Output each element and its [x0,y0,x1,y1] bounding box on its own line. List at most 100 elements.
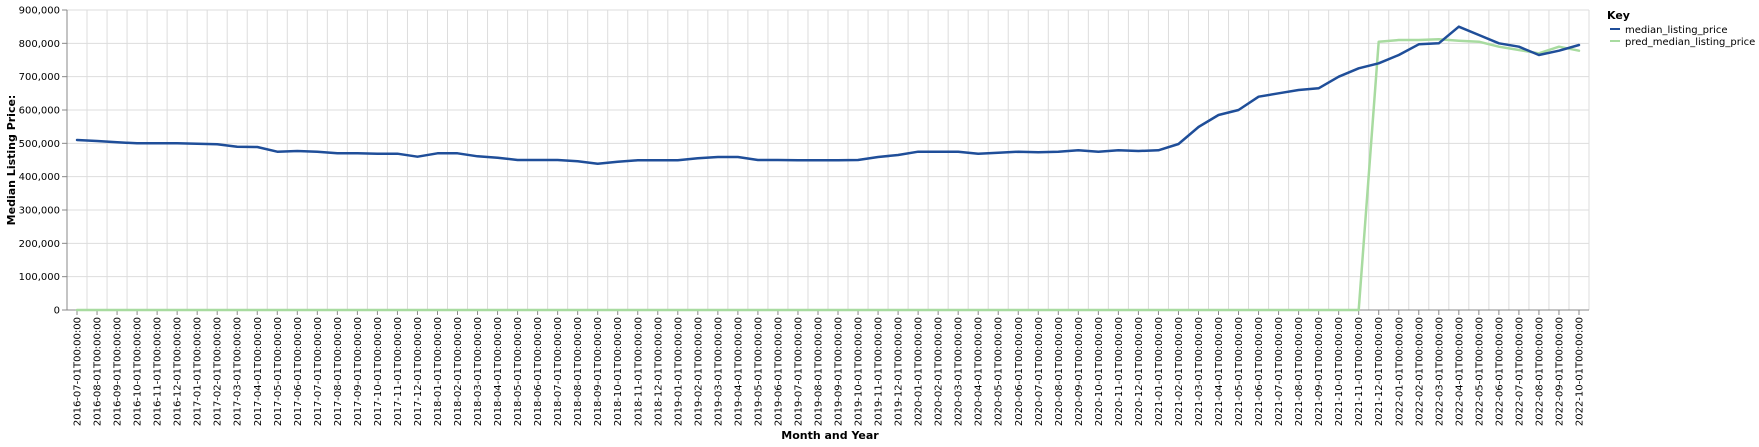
x-tick-label: 2021-04-01T00:00:00 [1214,317,1225,426]
x-tick-label: 2016-08-01T00:00:00 [93,317,104,426]
x-tick-label: 2022-08-01T00:00:00 [1534,317,1545,426]
y-tick-label: 400,000 [19,172,60,183]
x-tick-label: 2018-09-01T00:00:00 [593,317,604,426]
x-tick-label: 2017-02-01T00:00:00 [213,317,224,426]
x-tick-label: 2022-02-01T00:00:00 [1414,317,1425,426]
x-tick-label: 2019-07-01T00:00:00 [793,317,804,426]
legend-label: pred_median_listing_price [1625,37,1755,48]
x-tick-label: 2021-07-01T00:00:00 [1274,317,1285,426]
x-tick-label: 2016-07-01T00:00:00 [73,317,84,426]
x-tick-label: 2017-08-01T00:00:00 [333,317,344,426]
x-tick-label: 2019-06-01T00:00:00 [773,317,784,426]
x-tick-label: 2022-10-01T00:00:00 [1574,317,1585,426]
series-lines [75,25,1581,312]
x-tick-label: 2021-02-01T00:00:00 [1174,317,1185,426]
y-tick-labels: 0 100,000 200,000 300,000 400,000 500,000 600,… [19,6,60,317]
x-tick-label: 2021-10-01T00:00:00 [1334,317,1345,426]
x-tick-label: 2020-10-01T00:00:00 [1094,317,1105,426]
x-tick-label: 2020-08-01T00:00:00 [1054,317,1065,426]
legend-title: Key [1607,9,1630,22]
legend: Key median_listing_pricepred_median_list… [1607,9,1755,48]
x-tick-label: 2020-03-01T00:00:00 [954,317,965,426]
x-tick-label: 2018-01-01T00:00:00 [433,317,444,426]
x-tick-label: 2017-09-01T00:00:00 [353,317,364,426]
x-tick-label: 2022-04-01T00:00:00 [1454,317,1465,426]
y-tick-label: 800,000 [19,39,60,50]
x-axis-title: Month and Year [781,429,879,442]
x-tick-label: 2017-06-01T00:00:00 [293,317,304,426]
x-tick-label: 2017-12-01T00:00:00 [413,317,424,426]
y-tick-label: 200,000 [19,239,60,250]
x-tick-label: 2021-09-01T00:00:00 [1314,317,1325,426]
x-tick-label: 2019-01-01T00:00:00 [673,317,684,426]
y-tick-label: 700,000 [19,72,60,83]
legend-label: median_listing_price [1625,25,1728,36]
x-tick-label: 2022-06-01T00:00:00 [1494,317,1505,426]
x-tick-label: 2016-09-01T00:00:00 [113,317,124,426]
y-tick-label: 100,000 [19,272,60,283]
x-tick-label: 2021-11-01T00:00:00 [1354,317,1365,426]
gridlines [66,9,1590,311]
x-tick-label: 2020-05-01T00:00:00 [994,317,1005,426]
x-tick-label: 2016-10-01T00:00:00 [133,317,144,426]
series-line-median-listing-price [75,25,1581,165]
x-tick-label: 2021-12-01T00:00:00 [1374,317,1385,426]
x-tick-label: 2016-11-01T00:00:00 [153,317,164,426]
y-tick-label: 0 [54,306,60,317]
y-axis-title: Median Listing Price: [5,95,18,226]
x-tick-label: 2020-06-01T00:00:00 [1014,317,1025,426]
x-tick-label: 2017-05-01T00:00:00 [273,317,284,426]
x-tick-label: 2020-02-01T00:00:00 [934,317,945,426]
y-tick-label: 300,000 [19,206,60,217]
x-tick-label: 2022-03-01T00:00:00 [1434,317,1445,426]
y-tick-label: 500,000 [19,139,60,150]
x-tick-label: 2021-06-01T00:00:00 [1254,317,1265,426]
x-tick-label: 2019-02-01T00:00:00 [693,317,704,426]
x-tick-label: 2018-04-01T00:00:00 [493,317,504,426]
x-tick-labels: 2016-07-01T00:00:00 2016-08-01T00:00:00 20… [73,317,1586,426]
x-tick-label: 2020-07-01T00:00:00 [1034,317,1045,426]
x-tick-label: 2017-10-01T00:00:00 [373,317,384,426]
x-tick-label: 2021-08-01T00:00:00 [1294,317,1305,426]
axes [62,9,1589,315]
x-tick-label: 2018-05-01T00:00:00 [513,317,524,426]
x-tick-label: 2018-07-01T00:00:00 [553,317,564,426]
x-tick-label: 2020-09-01T00:00:00 [1074,317,1085,426]
x-tick-label: 2020-11-01T00:00:00 [1114,317,1125,426]
x-tick-label: 2018-06-01T00:00:00 [533,317,544,426]
x-tick-label: 2020-01-01T00:00:00 [914,317,925,426]
x-tick-label: 2019-03-01T00:00:00 [713,317,724,426]
x-tick-label: 2016-12-01T00:00:00 [173,317,184,426]
x-tick-label: 2018-12-01T00:00:00 [653,317,664,426]
x-tick-label: 2017-07-01T00:00:00 [313,317,324,426]
x-tick-label: 2022-07-01T00:00:00 [1514,317,1525,426]
x-tick-label: 2019-08-01T00:00:00 [813,317,824,426]
x-tick-label: 2020-04-01T00:00:00 [974,317,985,426]
x-tick-label: 2019-05-01T00:00:00 [753,317,764,426]
x-tick-label: 2018-11-01T00:00:00 [633,317,644,426]
series-line-pred-median-listing-price [75,38,1581,312]
x-tick-label: 2020-12-01T00:00:00 [1134,317,1145,426]
x-tick-label: 2022-09-01T00:00:00 [1554,317,1565,426]
x-tick-label: 2018-02-01T00:00:00 [453,317,464,426]
x-tick-label: 2017-11-01T00:00:00 [393,317,404,426]
x-tick-label: 2022-01-01T00:00:00 [1394,317,1405,426]
x-tick-label: 2018-03-01T00:00:00 [473,317,484,426]
x-tick-label: 2019-11-01T00:00:00 [874,317,885,426]
x-tick-label: 2021-01-01T00:00:00 [1154,317,1165,426]
x-tick-label: 2018-08-01T00:00:00 [573,317,584,426]
x-tick-label: 2022-05-01T00:00:00 [1474,317,1485,426]
x-tick-label: 2019-12-01T00:00:00 [894,317,905,426]
x-tick-label: 2019-09-01T00:00:00 [834,317,845,426]
x-tick-label: 2017-03-01T00:00:00 [233,317,244,426]
x-tick-label: 2019-04-01T00:00:00 [733,317,744,426]
y-tick-label: 900,000 [19,6,60,17]
x-tick-label: 2017-01-01T00:00:00 [193,317,204,426]
x-tick-label: 2017-04-01T00:00:00 [253,317,264,426]
x-tick-label: 2018-10-01T00:00:00 [613,317,624,426]
x-tick-label: 2021-03-01T00:00:00 [1194,317,1205,426]
y-tick-label: 600,000 [19,106,60,117]
x-tick-label: 2019-10-01T00:00:00 [854,317,865,426]
x-tick-label: 2021-05-01T00:00:00 [1234,317,1245,426]
